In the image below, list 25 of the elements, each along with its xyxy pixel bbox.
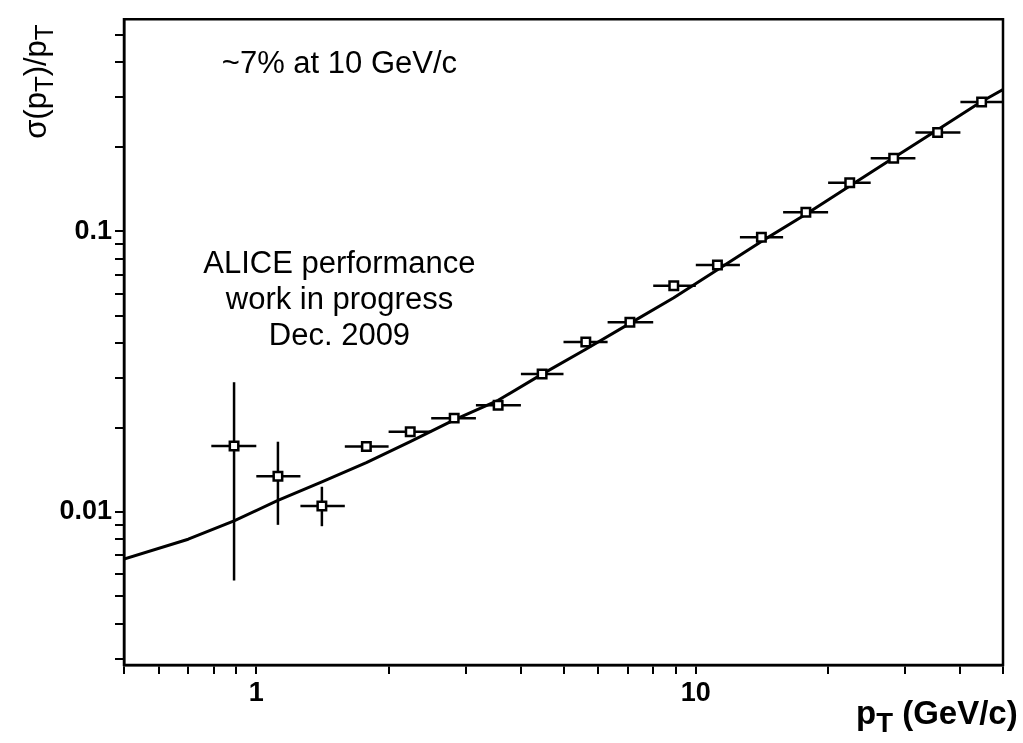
annotation: ALICE performance work in progress Dec. 2009 <box>203 245 476 353</box>
point <box>580 336 592 348</box>
point <box>668 280 680 292</box>
point <box>404 426 416 438</box>
point <box>888 152 900 164</box>
point <box>755 231 767 243</box>
point <box>536 368 548 380</box>
point <box>360 441 372 453</box>
y-tick-label: 0.1 <box>74 214 112 245</box>
point <box>932 127 944 138</box>
x-axis-title: p$_{T}$ (GeV/c) <box>856 694 1018 739</box>
point <box>492 399 504 411</box>
y-tick-label: 0.01 <box>59 495 112 526</box>
point <box>316 500 328 512</box>
point <box>844 177 856 189</box>
point <box>624 316 636 328</box>
point <box>711 259 723 271</box>
annotation: ~7% at 10 GeV/c <box>221 45 458 81</box>
point <box>448 412 460 424</box>
x-tick-label: 10 <box>680 676 711 707</box>
x-tick-label: 1 <box>248 676 264 707</box>
point <box>976 96 988 108</box>
point <box>272 470 284 482</box>
point <box>800 206 812 218</box>
point <box>228 440 240 452</box>
